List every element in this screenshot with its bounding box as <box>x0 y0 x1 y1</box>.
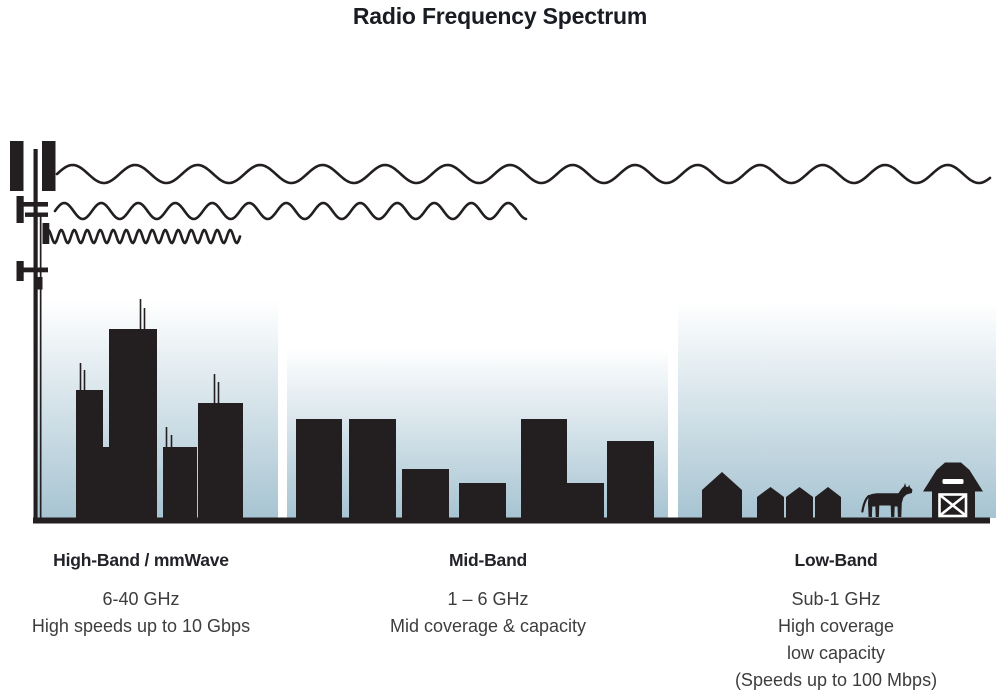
cell-tower-icon <box>10 141 56 521</box>
house-icon <box>702 472 742 520</box>
mid-band-frequency: 1 – 6 GHz <box>447 589 529 609</box>
mid-frequency-wave <box>53 201 528 221</box>
low-band-frequency: Sub-1 GHz <box>791 589 881 609</box>
rooftop-antenna-icon <box>79 299 220 448</box>
mid-band-label: Mid-Band 1 – 6 GHz Mid coverage & capaci… <box>356 550 620 640</box>
mid-band-heading: Mid-Band <box>448 550 528 570</box>
ground-line <box>33 517 990 524</box>
barn-icon <box>923 462 983 520</box>
rural-scene <box>702 462 983 520</box>
low-band-speed: (Speeds up to 100 Mbps) <box>734 670 938 690</box>
skyscraper <box>76 329 243 521</box>
page-title: Radio Frequency Spectrum <box>352 3 648 29</box>
city-skyline-icon <box>76 299 243 521</box>
low-band-heading: Low-Band <box>794 550 878 570</box>
house-icon <box>815 487 841 520</box>
high-band-heading: High-Band / mmWave <box>53 550 229 570</box>
midrise-buildings-icon <box>296 419 654 521</box>
high-band-frequency: 6-40 GHz <box>102 589 180 609</box>
high-band-label: High-Band / mmWave 6-40 GHz High speeds … <box>10 550 272 640</box>
cow-icon <box>861 483 913 517</box>
low-band-capacity: low capacity <box>786 643 886 663</box>
mid-band-description: Mid coverage & capacity <box>389 616 587 636</box>
low-frequency-wave <box>55 163 992 185</box>
low-band-label: Low-Band Sub-1 GHz High coverage low cap… <box>696 550 976 694</box>
house-icon <box>757 487 784 520</box>
low-band-coverage: High coverage <box>777 616 895 636</box>
house-icon <box>786 487 813 520</box>
high-band-description: High speeds up to 10 Gbps <box>31 616 251 636</box>
radio-waves <box>43 163 992 245</box>
high-frequency-wave <box>43 228 242 245</box>
